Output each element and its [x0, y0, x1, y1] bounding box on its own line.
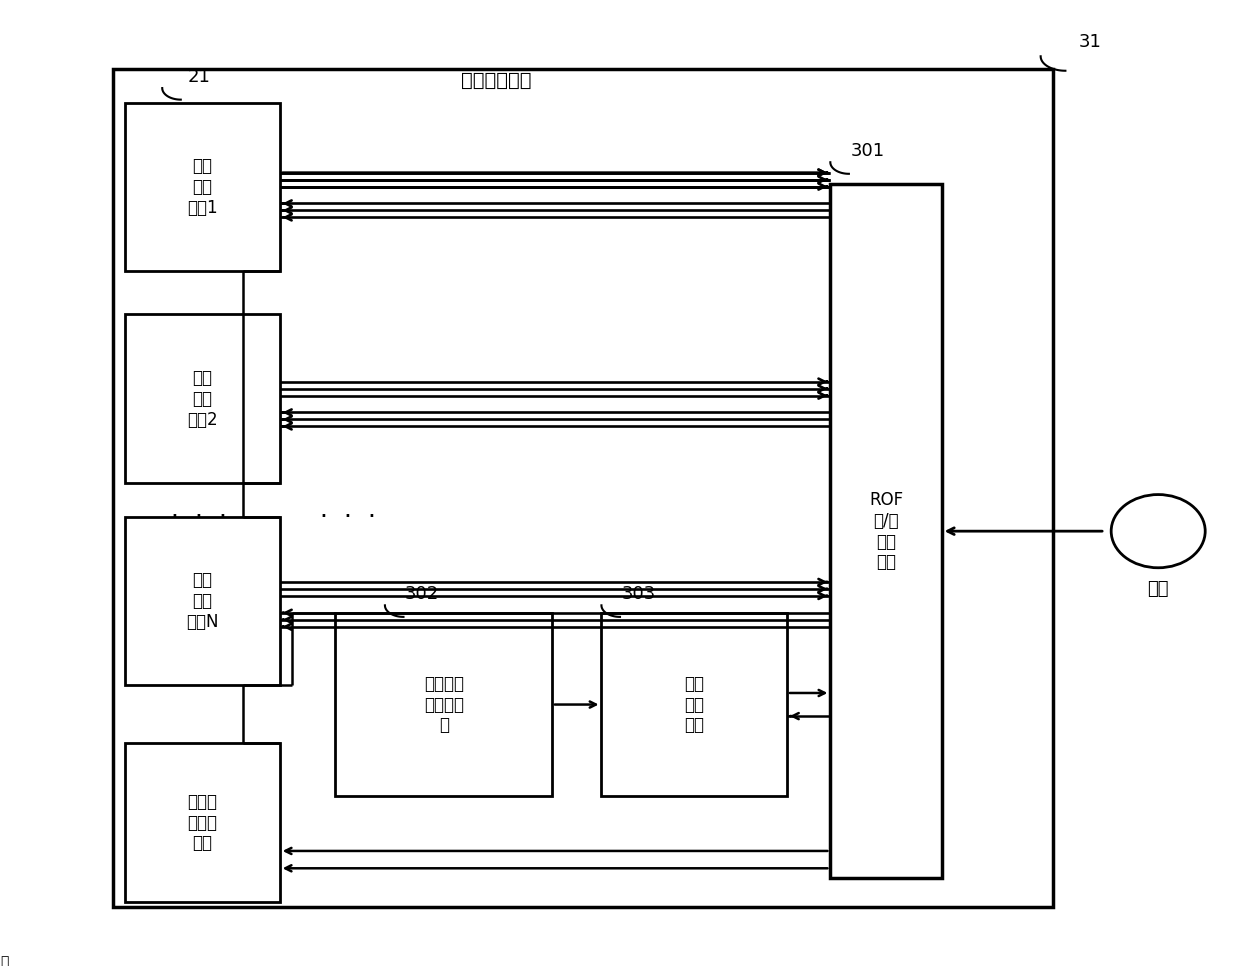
- Bar: [125, 517, 280, 685]
- Bar: [125, 315, 280, 483]
- Text: 收发
校准
单元: 收发 校准 单元: [684, 674, 704, 734]
- Text: 校准参
数存储
单元: 校准参 数存储 单元: [187, 793, 217, 852]
- Bar: [831, 185, 941, 878]
- Text: 测: 测: [0, 955, 9, 966]
- Text: 301: 301: [851, 142, 884, 159]
- Bar: [125, 102, 280, 271]
- Text: 有源
天线
阵列2: 有源 天线 阵列2: [187, 369, 218, 429]
- Text: 有源
天线
阵列1: 有源 天线 阵列1: [187, 157, 218, 216]
- Bar: [113, 69, 1053, 907]
- Text: 有源
天线
阵列N: 有源 天线 阵列N: [186, 571, 218, 631]
- Text: 有源天线设备: 有源天线设备: [461, 71, 532, 90]
- Text: 303: 303: [621, 584, 656, 603]
- Bar: [601, 613, 787, 796]
- Text: ·  ·  ·: · · ·: [171, 504, 227, 528]
- Text: ·  ·  ·: · · ·: [320, 504, 376, 528]
- Text: ROF
光/电
转换
单元: ROF 光/电 转换 单元: [869, 491, 903, 571]
- Bar: [336, 613, 552, 796]
- Text: 主校准耦
合电路单
元: 主校准耦 合电路单 元: [424, 674, 464, 734]
- Text: 302: 302: [405, 584, 439, 603]
- Text: 21: 21: [188, 68, 211, 86]
- Text: 31: 31: [1079, 33, 1101, 51]
- Text: 光纤: 光纤: [1147, 580, 1169, 598]
- Bar: [125, 743, 280, 902]
